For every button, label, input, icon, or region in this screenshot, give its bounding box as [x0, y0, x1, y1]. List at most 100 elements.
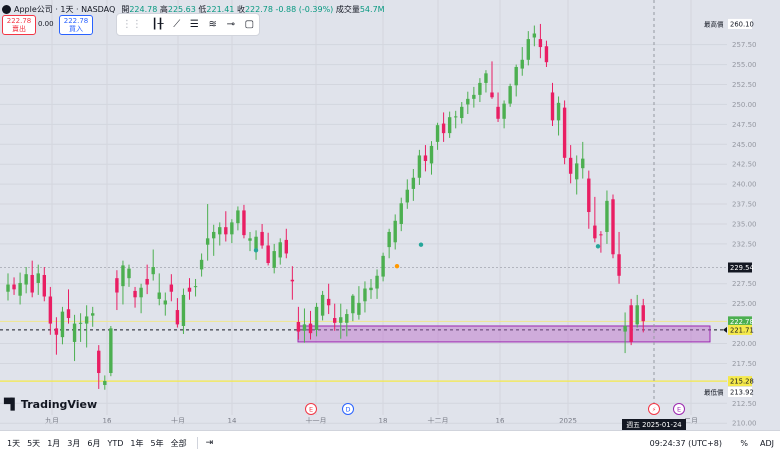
- line-draw-icon[interactable]: ⟋: [173, 19, 181, 30]
- event-dot: [253, 248, 259, 253]
- tv-logo-icon: ▀▌: [4, 398, 19, 411]
- symbol-title[interactable]: Apple公司 · 1天 · NASDAQ: [14, 4, 116, 14]
- candle-body: [587, 178, 591, 213]
- fib-icon[interactable]: ≋: [208, 19, 217, 30]
- candle-body: [544, 46, 549, 63]
- x-tick-label: 16: [496, 417, 505, 425]
- lines-icon[interactable]: ☰: [189, 19, 199, 30]
- candle-body: [193, 286, 198, 288]
- chart-area[interactable]: 九月 16 十月 14 十一月 18 十二月 16 2025 二月 257.50 255.00 252.…: [0, 0, 780, 430]
- candle-body: [290, 279, 295, 282]
- x-tick-label: 九月: [45, 416, 59, 425]
- buy-price: 222.78: [63, 17, 89, 25]
- range-1d[interactable]: 1天: [7, 438, 21, 448]
- candle-body: [508, 86, 512, 104]
- candle-body: [60, 311, 65, 338]
- grip-icon[interactable]: ⋮⋮: [121, 19, 142, 30]
- rect-icon[interactable]: ▢: [244, 19, 255, 30]
- x-tick-label: 二月: [684, 417, 698, 425]
- low-price-label-box: [728, 386, 752, 397]
- price-chart[interactable]: 九月 16 十月 14 十一月 18 十二月 16 2025 二月 257.50 255.00 252.…: [0, 0, 780, 430]
- candle-body: [635, 305, 639, 325]
- candle-body: [441, 123, 446, 134]
- candle-body: [145, 278, 149, 285]
- y-tick-label: 235.00: [732, 220, 757, 228]
- range-3m[interactable]: 3月: [67, 438, 81, 448]
- y-tick-label: 237.50: [732, 201, 757, 209]
- lightning-icon: ⚡: [652, 407, 656, 414]
- level-221-label-box: [728, 324, 752, 335]
- candle-body: [157, 292, 161, 299]
- calendar-goto-icon[interactable]: ⇥: [205, 438, 214, 448]
- low-price-label: 213.92: [730, 388, 754, 396]
- candle-body: [127, 268, 131, 279]
- range-ytd[interactable]: YTD: [107, 438, 124, 448]
- candle-body: [175, 310, 180, 325]
- y-tick-label: 242.50: [732, 161, 757, 169]
- y-tick-label: 255.00: [732, 61, 757, 69]
- candle-body: [284, 239, 288, 254]
- candle-body: [593, 225, 597, 239]
- candle-body: [339, 317, 343, 323]
- earnings-marker: [305, 403, 317, 415]
- candle-body: [314, 306, 319, 330]
- candle-body: [447, 117, 452, 134]
- candle-body: [478, 82, 482, 95]
- candle-body: [48, 296, 53, 324]
- event-dot: [394, 264, 400, 269]
- candle-body: [405, 189, 409, 203]
- x-tick-label: 十月: [171, 416, 185, 425]
- x-tick-label: 2025: [559, 417, 577, 425]
- clock-readout[interactable]: 09:24:37 (UTC+8): [649, 438, 722, 448]
- candle-body: [556, 102, 561, 121]
- hline-icon[interactable]: ⊸: [226, 19, 235, 30]
- sell-label: 賣出: [12, 25, 26, 33]
- candle-body: [36, 273, 40, 283]
- high-price-caption: 最高價: [704, 19, 724, 28]
- x-tick-label: 十一月: [306, 416, 327, 425]
- candle-body: [629, 305, 633, 342]
- candle-body: [24, 274, 28, 285]
- x-tick-label: 十二月: [428, 416, 449, 425]
- adj-toggle[interactable]: ADJ: [760, 438, 774, 448]
- level-229-label: 229.54: [730, 264, 754, 272]
- candle-body: [103, 380, 107, 385]
- candle-body: [266, 245, 270, 264]
- range-5y[interactable]: 5年: [150, 438, 164, 448]
- candle-body: [375, 275, 379, 289]
- range-6m[interactable]: 6月: [87, 438, 101, 448]
- y-tick-label: 240.00: [732, 181, 757, 189]
- candle-body: [581, 158, 585, 169]
- apple-logo-icon: [2, 4, 11, 14]
- range-1m[interactable]: 1月: [47, 438, 61, 448]
- range-1y[interactable]: 1年: [130, 438, 144, 448]
- candle-body: [187, 287, 192, 292]
- candle-body: [562, 107, 567, 158]
- y-tick-label: 232.50: [732, 240, 757, 248]
- spread-value: 0.00: [38, 20, 54, 28]
- candle-body: [248, 238, 252, 241]
- candle-body: [568, 157, 573, 174]
- candle-body: [12, 284, 16, 290]
- percent-toggle[interactable]: %: [740, 438, 748, 448]
- candle-body: [393, 220, 397, 243]
- candle-body: [326, 298, 331, 306]
- range-5d[interactable]: 5天: [27, 438, 41, 448]
- range-all[interactable]: 全部: [170, 438, 187, 448]
- sell-button[interactable]: 222.78 賣出: [2, 15, 36, 35]
- low-value: 221.41: [206, 4, 235, 14]
- candle-body: [345, 314, 349, 323]
- candle-body: [224, 227, 228, 235]
- candle-body: [109, 328, 113, 374]
- current-price-label: 222.78: [730, 318, 754, 326]
- drawing-toolbar: ⋮⋮ ┃╂ ⟋ ☰ ≋ ⊸ ▢: [116, 13, 260, 36]
- candle-body: [538, 39, 543, 48]
- candle-body: [115, 278, 119, 293]
- y-tick-label: 250.00: [732, 101, 757, 109]
- candle-body: [496, 106, 500, 119]
- candles-icon[interactable]: ┃╂: [151, 19, 164, 30]
- buy-button[interactable]: 222.78 買入: [59, 15, 93, 35]
- y-tick-label: 210.00: [732, 420, 757, 428]
- candle-body: [212, 231, 216, 239]
- candle-body: [151, 267, 155, 275]
